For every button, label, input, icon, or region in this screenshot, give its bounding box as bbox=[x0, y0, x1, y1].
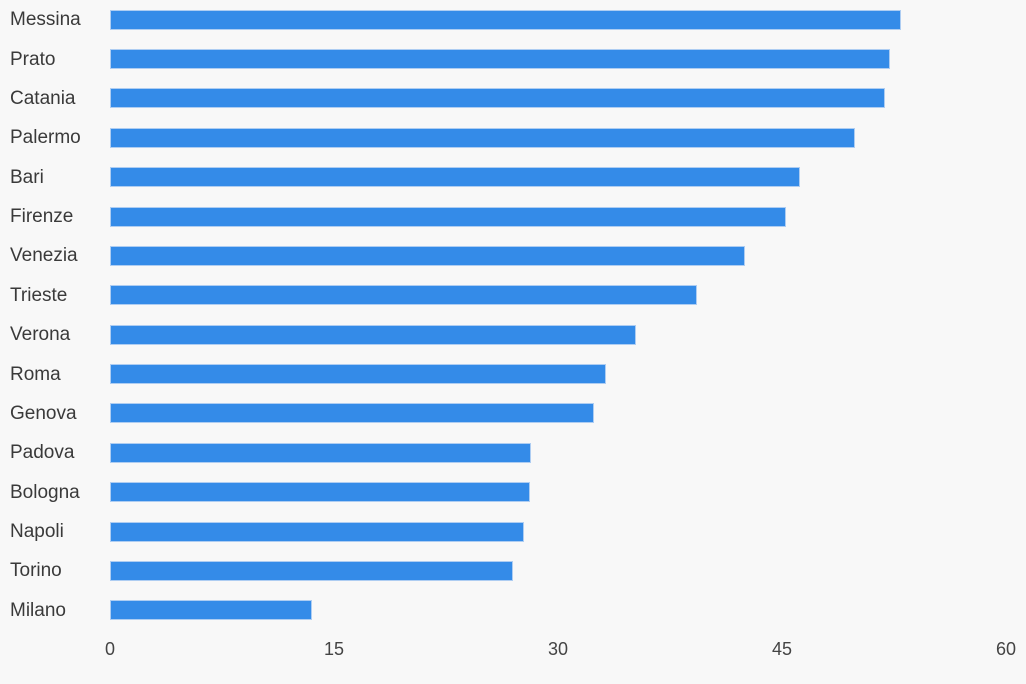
x-axis-tick-label: 30 bbox=[547, 639, 569, 659]
category-label: Torino bbox=[10, 560, 62, 582]
bar bbox=[110, 482, 530, 503]
bar bbox=[110, 560, 514, 581]
category-label: Venezia bbox=[10, 245, 78, 267]
bar bbox=[110, 167, 800, 188]
bar bbox=[110, 9, 902, 30]
bar bbox=[110, 364, 606, 385]
category-label: Firenze bbox=[10, 206, 74, 228]
category-label: Bari bbox=[10, 166, 44, 188]
category-label: Padova bbox=[10, 442, 75, 464]
category-label: Genova bbox=[10, 402, 77, 424]
category-label: Milano bbox=[10, 599, 66, 621]
x-axis-tick-label: 15 bbox=[323, 639, 345, 659]
bar-row: Torino bbox=[0, 551, 1026, 590]
bar-area bbox=[110, 315, 1006, 354]
bar-area bbox=[110, 512, 1006, 551]
bar-area bbox=[110, 551, 1006, 590]
category-label: Napoli bbox=[10, 521, 64, 543]
bar-row: Palermo bbox=[0, 118, 1026, 157]
bar-area bbox=[110, 158, 1006, 197]
category-label: Prato bbox=[10, 48, 56, 70]
bar-area bbox=[110, 433, 1006, 472]
bar bbox=[110, 403, 594, 424]
bar-row: Catania bbox=[0, 79, 1026, 118]
category-label: Trieste bbox=[10, 284, 68, 306]
x-axis: 0 15 30 45 60 bbox=[0, 630, 1026, 684]
bar-row: Bari bbox=[0, 158, 1026, 197]
bar-area bbox=[110, 118, 1006, 157]
bar-row: Napoli bbox=[0, 512, 1026, 551]
bar-row: Padova bbox=[0, 433, 1026, 472]
bar-area bbox=[110, 39, 1006, 78]
bar bbox=[110, 324, 636, 345]
bar bbox=[110, 49, 890, 70]
bar bbox=[110, 442, 532, 463]
category-label: Verona bbox=[10, 324, 71, 346]
x-axis-tick-label: 60 bbox=[995, 639, 1017, 659]
bar-area bbox=[110, 276, 1006, 315]
x-axis-tick-label: 0 bbox=[104, 639, 116, 659]
category-label: Palermo bbox=[10, 127, 81, 149]
bar bbox=[110, 206, 787, 227]
bar-row: Firenze bbox=[0, 197, 1026, 236]
plot-area: Messina Prato Catania Palermo Bari Firenze Ven… bbox=[0, 0, 1026, 630]
bar bbox=[110, 521, 524, 542]
category-label: Catania bbox=[10, 87, 76, 109]
bar-area bbox=[110, 0, 1006, 39]
bar-row: Messina bbox=[0, 0, 1026, 39]
bar bbox=[110, 285, 697, 306]
bar-area bbox=[110, 197, 1006, 236]
bar-area bbox=[110, 394, 1006, 433]
bar-row: Bologna bbox=[0, 473, 1026, 512]
bar-area bbox=[110, 79, 1006, 118]
bar-row: Verona bbox=[0, 315, 1026, 354]
category-label: Roma bbox=[10, 363, 61, 385]
bar-area bbox=[110, 354, 1006, 393]
bar bbox=[110, 245, 745, 266]
bar-area bbox=[110, 591, 1006, 630]
bar-row: Prato bbox=[0, 39, 1026, 78]
bar-area bbox=[110, 473, 1006, 512]
category-label: Bologna bbox=[10, 481, 80, 503]
bar-row: Milano bbox=[0, 591, 1026, 630]
bar-row: Roma bbox=[0, 354, 1026, 393]
bar-row: Trieste bbox=[0, 276, 1026, 315]
bar-row: Venezia bbox=[0, 236, 1026, 275]
bar bbox=[110, 127, 856, 148]
bar bbox=[110, 600, 312, 621]
bar-row: Genova bbox=[0, 394, 1026, 433]
bar bbox=[110, 88, 886, 109]
bar-area bbox=[110, 236, 1006, 275]
category-label: Messina bbox=[10, 9, 81, 31]
x-axis-tick-label: 45 bbox=[771, 639, 793, 659]
